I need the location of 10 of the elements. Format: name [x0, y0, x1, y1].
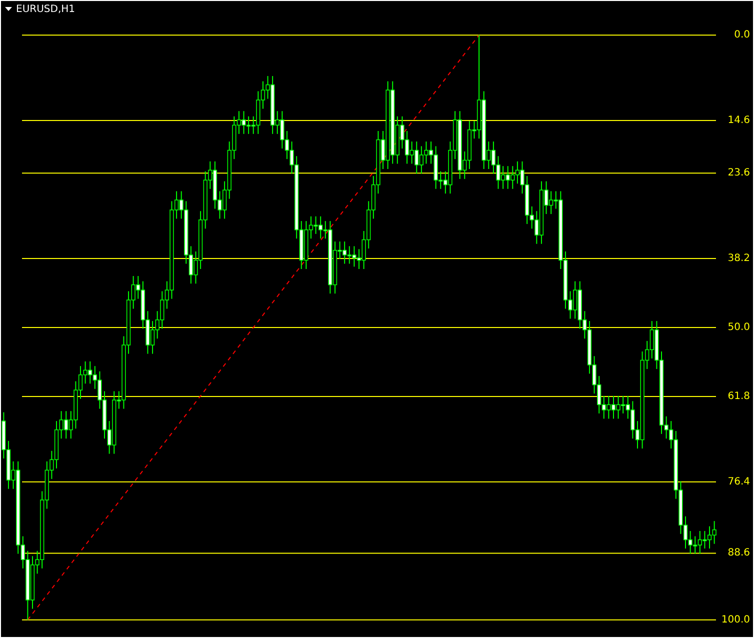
text: 14.6: [728, 114, 750, 126]
text: 50.0: [728, 322, 750, 333]
text: 23.6: [728, 168, 750, 179]
text: 61.8: [728, 390, 750, 402]
text: 38.2: [728, 252, 750, 264]
text: 88.6: [728, 548, 750, 559]
text: 76.4: [728, 476, 750, 488]
chart-title: EURUSD,H1: [16, 4, 76, 15]
text: 100.0: [721, 614, 750, 626]
text: 0.0: [734, 30, 750, 41]
